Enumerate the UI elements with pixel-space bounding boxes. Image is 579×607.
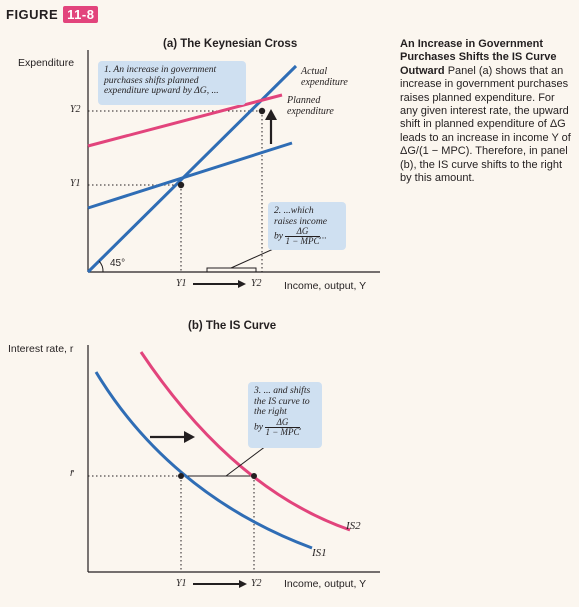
rightward-shift-arrow (150, 431, 195, 443)
panel-a-y-axis-label: Expenditure (18, 57, 75, 69)
figure-label: FIGURE 11-8 (6, 6, 99, 23)
panel-a-axes (87, 50, 380, 273)
is1-point (178, 473, 184, 479)
note3-fraction: ΔG 1 − MPC (265, 416, 300, 437)
y-tick-y1: Y1 (70, 178, 81, 189)
x-tick-y1-b: Y1 (176, 578, 187, 589)
caption-heading: An Increase in Government Purchases Shif… (400, 38, 557, 77)
equilibrium-point-1 (177, 181, 185, 189)
planned-expenditure-label: Planned expenditure (287, 95, 334, 117)
note-2: 2. ...which raises income by ΔG 1 − MPC … (268, 202, 346, 250)
panel-a-guides (88, 110, 263, 272)
angle-arc (98, 260, 104, 273)
panel-b-axes (87, 345, 380, 573)
is2-curve (139, 351, 351, 532)
panel-b-x-axis-label: Income, output, Y (284, 578, 367, 590)
equilibrium-point-2 (258, 107, 266, 115)
panel-a-x-axis-label: Income, output, Y (284, 280, 367, 292)
is2-point (251, 473, 257, 479)
income-bracket (206, 245, 281, 272)
note-1: 1. An increase in government purchases s… (98, 61, 246, 105)
figure-number-badge: 11-8 (63, 6, 99, 23)
note3-pointer (225, 445, 267, 477)
panel-b-guides (88, 475, 255, 572)
figure-label-text: FIGURE (6, 7, 59, 22)
panel-b-title: (b) The IS Curve (188, 320, 277, 332)
r-bar-tick: r̄ (70, 468, 74, 479)
note2-fraction: ΔG 1 − MPC (285, 226, 320, 247)
is1-label: IS1 (312, 547, 327, 559)
is2-label: IS2 (346, 520, 361, 532)
panel-b-y-axis-label: Interest rate, r (8, 343, 74, 355)
panel-a-title: (a) The Keynesian Cross (163, 38, 298, 50)
planned-expenditure-line-1 (87, 141, 293, 210)
caption-body: Panel (a) shows that an increase in gove… (400, 64, 571, 185)
x-tick-y1-a: Y1 (176, 278, 187, 289)
actual-expenditure-label: Actual expenditure (301, 66, 348, 88)
x-tick-y2-a: Y2 (251, 278, 262, 289)
note-3: 3. ... and shifts the IS curve to the ri… (248, 382, 322, 448)
y-tick-y2: Y2 (70, 104, 81, 115)
x-tick-y2-b: Y2 (251, 578, 262, 589)
is1-curve (94, 371, 313, 550)
figure-caption: An Increase in Government Purchases Shif… (400, 38, 572, 185)
angle-45-label: 45° (110, 258, 126, 269)
upward-shift-arrow (265, 109, 277, 144)
planned-expenditure-line-2 (87, 93, 283, 148)
